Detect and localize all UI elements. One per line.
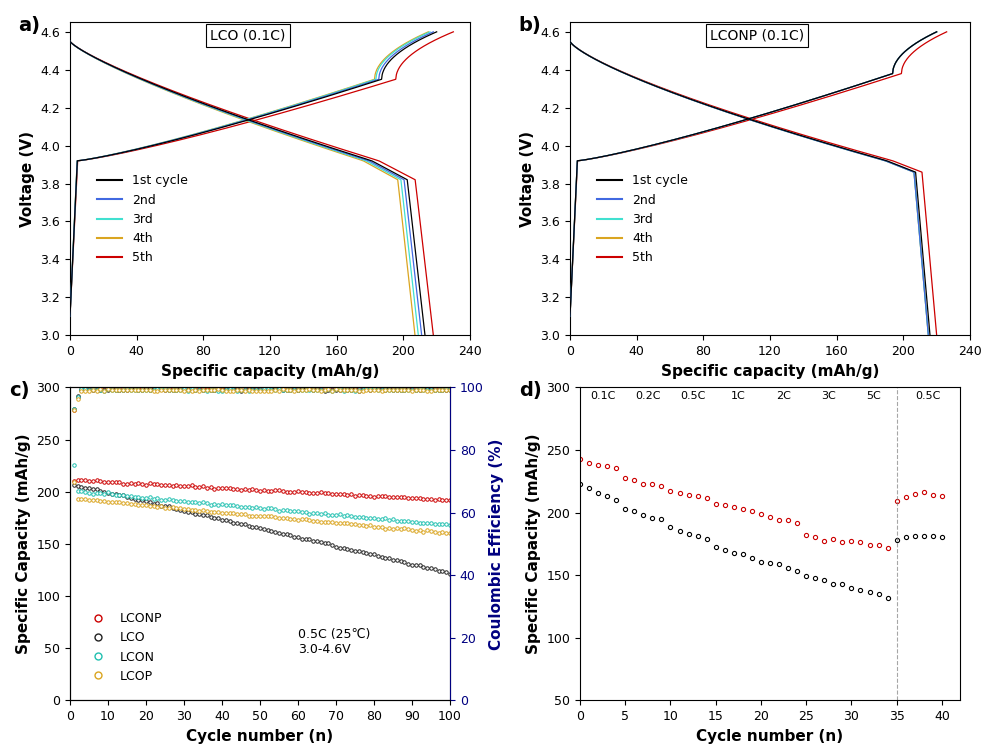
Text: 0.5C (25℃)
3.0-4.6V: 0.5C (25℃) 3.0-4.6V [298, 629, 370, 656]
X-axis label: Cycle number (n): Cycle number (n) [696, 729, 844, 744]
Text: 0.2C: 0.2C [635, 391, 661, 401]
Y-axis label: Specific Capacity (mAh/g): Specific Capacity (mAh/g) [16, 434, 31, 654]
Legend: LCONP, LCO, LCON, LCOP: LCONP, LCO, LCON, LCOP [80, 607, 168, 688]
X-axis label: Specific capacity (mAh/g): Specific capacity (mAh/g) [161, 364, 379, 378]
Y-axis label: Specific Capacity (mAh/g): Specific Capacity (mAh/g) [526, 434, 541, 654]
Text: 0.5C: 0.5C [916, 391, 941, 401]
Text: c): c) [9, 381, 30, 400]
Text: 5C: 5C [867, 391, 881, 401]
Y-axis label: Voltage (V): Voltage (V) [20, 131, 35, 226]
Legend: 1st cycle, 2nd, 3rd, 4th, 5th: 1st cycle, 2nd, 3rd, 4th, 5th [592, 169, 693, 270]
Text: 0.1C: 0.1C [590, 391, 615, 401]
Text: d): d) [519, 381, 542, 400]
X-axis label: Cycle number (n): Cycle number (n) [186, 729, 334, 744]
Text: 0.5C: 0.5C [680, 391, 706, 401]
X-axis label: Specific capacity (mAh/g): Specific capacity (mAh/g) [661, 364, 879, 378]
Text: 1C: 1C [731, 391, 746, 401]
Text: a): a) [18, 16, 40, 35]
Y-axis label: Coulombic Efficiency (%): Coulombic Efficiency (%) [489, 438, 504, 650]
Text: LCONP (0.1C): LCONP (0.1C) [710, 28, 804, 42]
Y-axis label: Voltage (V): Voltage (V) [520, 131, 535, 226]
Legend: 1st cycle, 2nd, 3rd, 4th, 5th: 1st cycle, 2nd, 3rd, 4th, 5th [92, 169, 193, 270]
Text: b): b) [518, 16, 541, 35]
Text: 2C: 2C [776, 391, 791, 401]
Text: LCO (0.1C): LCO (0.1C) [210, 28, 285, 42]
Text: 3C: 3C [821, 391, 836, 401]
